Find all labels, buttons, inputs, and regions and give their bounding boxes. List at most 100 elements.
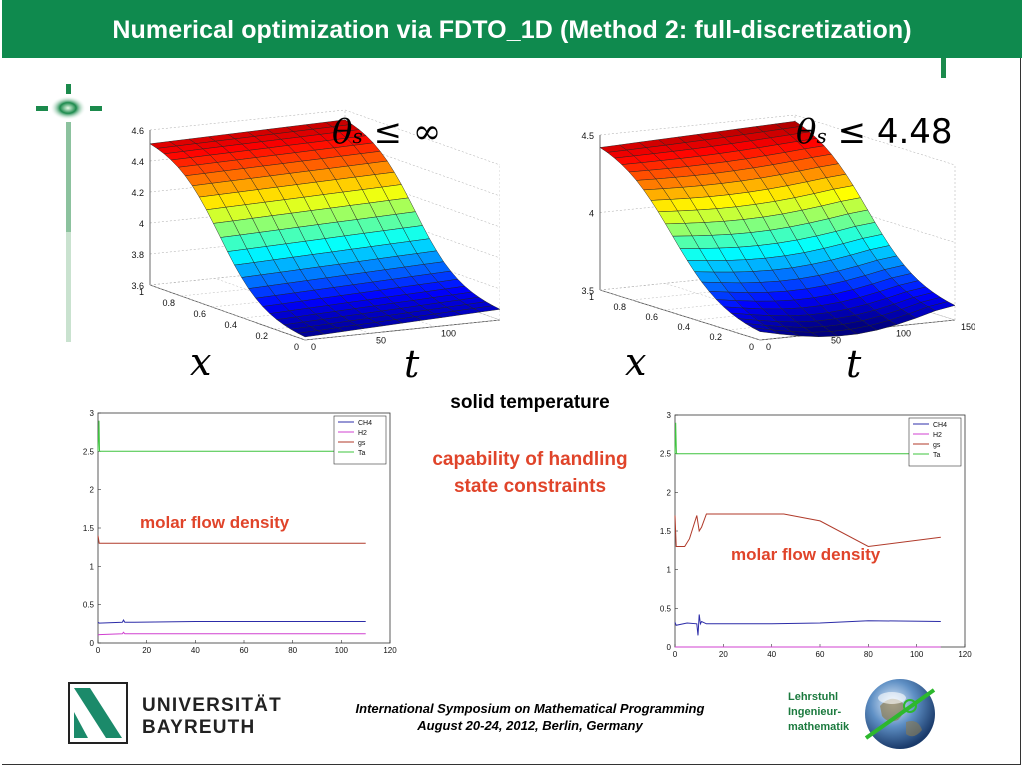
series-line-gs xyxy=(674,513,941,548)
z-gridline xyxy=(149,109,346,131)
x-tick-label: 0.8 xyxy=(613,302,626,312)
x-tick-label: 0 xyxy=(96,646,101,655)
x-tick-label: 120 xyxy=(383,646,397,655)
x-gridline xyxy=(759,319,956,341)
legend-box xyxy=(908,417,962,467)
t-gridline xyxy=(149,284,306,341)
y-tick-label: 1.5 xyxy=(660,527,672,536)
x-gridline xyxy=(180,275,377,297)
y-tick-label: 0.5 xyxy=(660,604,672,613)
z-gridline xyxy=(344,109,500,166)
x-gridline xyxy=(631,279,828,301)
y-tick-label: 0 xyxy=(667,643,672,652)
t-axis-label-left: t xyxy=(404,342,420,386)
title-bar: Numerical optimization via FDTO_1D (Meth… xyxy=(2,0,1022,58)
x-tick-label: 80 xyxy=(288,646,297,655)
caption-state-constraints: capability of handling state constraints xyxy=(405,446,655,500)
series-line-ta xyxy=(97,420,366,452)
caption-molar-left: molar flow density xyxy=(140,513,290,532)
conference-line-2: August 20-24, 2012, Berlin, Germany xyxy=(417,718,643,733)
series-line-ch4 xyxy=(674,614,941,636)
z-tick-label: 3.5 xyxy=(581,286,594,296)
university-logo-icon xyxy=(68,682,128,744)
x-tick-label: 60 xyxy=(816,650,825,659)
surface-mesh xyxy=(149,119,500,338)
x-tick-label: 0 xyxy=(294,342,299,352)
caption-solid-temperature: solid temperature xyxy=(450,392,610,413)
x-tick-label: 0.6 xyxy=(193,309,206,319)
x-gridline xyxy=(149,264,346,286)
legend-entry: Ta xyxy=(358,450,366,457)
caption-line-2: state constraints xyxy=(453,476,607,497)
legend-entry: gs xyxy=(358,440,366,447)
series-line-ch4 xyxy=(97,618,366,624)
t-tick-label: 150 xyxy=(961,322,975,332)
z-tick-label: 4.2 xyxy=(131,188,144,198)
y-tick-label: 1 xyxy=(90,562,95,571)
x-gridline xyxy=(695,299,892,321)
t-tick-label: 0 xyxy=(311,342,316,352)
t-tick-label: 50 xyxy=(831,335,841,345)
x-tick-label: 40 xyxy=(191,646,200,655)
y-tick-label: 2.5 xyxy=(660,450,672,459)
z-tick-label: 3.8 xyxy=(131,250,144,260)
x-tick-label: 1 xyxy=(139,287,144,297)
university-name: UNIVERSITÄT BAYREUTH xyxy=(142,695,282,739)
chair-line-1: Lehrstuhl xyxy=(788,691,839,703)
y-tick-label: 2 xyxy=(90,486,95,495)
z-tick-label: 3.6 xyxy=(131,281,144,291)
conference-line-1: International Symposium on Mathematical … xyxy=(355,701,705,716)
x-gridline xyxy=(663,289,860,311)
z-tick-label: 4.5 xyxy=(581,131,594,141)
z-gridline xyxy=(344,171,500,228)
surface-patch xyxy=(927,301,956,311)
x-tick-label: 0 xyxy=(749,342,754,352)
z-gridline xyxy=(149,233,346,255)
university-line-1: UNIVERSITÄT xyxy=(142,695,282,716)
slide-frame xyxy=(2,58,1021,765)
x-tick-label: 20 xyxy=(142,646,151,655)
z-gridline xyxy=(344,140,500,197)
y-tick-label: 2.5 xyxy=(83,447,95,456)
z-tick-label: 4.4 xyxy=(131,157,144,167)
surface-plot-right: 3.5 4 4.5 0 0.2 0.4 0.6 0.8 1 0 50 100 150 xyxy=(581,114,975,352)
x-tick-label: 0.2 xyxy=(709,332,722,342)
x-tick-label: 0.2 xyxy=(255,331,268,341)
z-gridline xyxy=(149,171,346,193)
series-line-gs xyxy=(97,535,366,544)
y-tick-label: 1 xyxy=(667,566,672,575)
x-axis-label-left: x xyxy=(190,340,212,384)
x-gridline xyxy=(211,286,408,308)
t-gridline xyxy=(214,278,371,334)
y-tick-label: 1.5 xyxy=(83,524,95,533)
x-gridline xyxy=(599,269,796,291)
t-tick-label: 0 xyxy=(766,342,771,352)
caption-molar-right: molar flow density xyxy=(731,545,881,564)
t-tick-label: 100 xyxy=(896,329,911,339)
t-tick-label: 50 xyxy=(376,335,386,345)
y-tick-label: 0 xyxy=(90,639,95,648)
y-tick-label: 3 xyxy=(90,409,95,418)
legend-entry: gs xyxy=(933,442,941,449)
university-line-2: BAYREUTH xyxy=(142,717,256,738)
x-tick-label: 20 xyxy=(719,650,728,659)
legend-entry: CH4 xyxy=(933,422,947,429)
decorative-cross-icon xyxy=(36,84,102,342)
theta-label-left: θs ≤ ∞ xyxy=(332,112,442,152)
legend-entry: CH4 xyxy=(358,420,372,427)
y-tick-label: 3 xyxy=(667,411,672,420)
z-gridline xyxy=(599,114,796,136)
y-tick-label: 2 xyxy=(667,488,672,497)
x-tick-label: 0.4 xyxy=(224,320,237,330)
z-gridline xyxy=(344,233,500,290)
legend-entry: H2 xyxy=(933,432,942,439)
x-axis-line xyxy=(599,289,761,341)
t-axis-label-right: t xyxy=(846,342,862,386)
chair-line-2: Ingenieur- xyxy=(788,706,842,718)
surface-patch xyxy=(472,305,500,313)
slide-title: Numerical optimization via FDTO_1D (Meth… xyxy=(112,16,912,44)
series-line-ta xyxy=(674,422,941,455)
x-tick-label: 0.4 xyxy=(677,322,690,332)
x-axis-label-right: x xyxy=(625,340,647,384)
